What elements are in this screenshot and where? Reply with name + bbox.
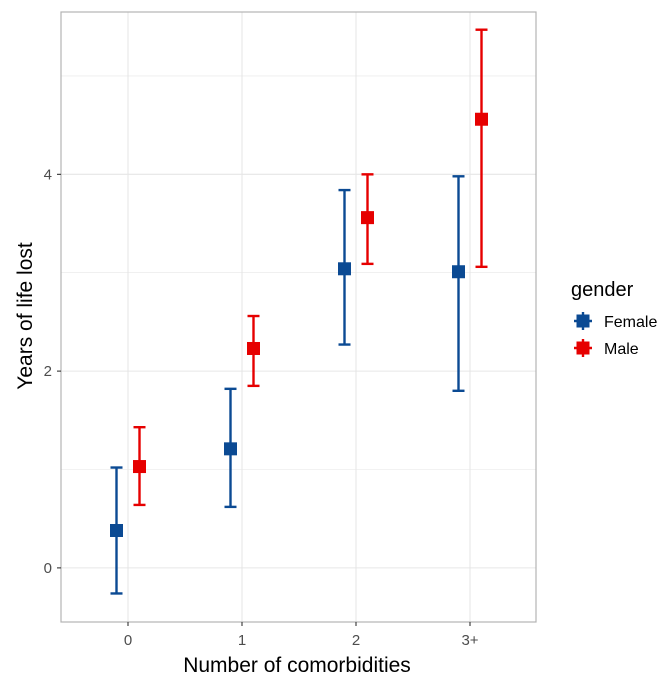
x-tick-label: 0 (124, 632, 132, 649)
x-tick-label: 1 (238, 632, 246, 649)
series-female (110, 175, 465, 595)
y-tick-label: 0 (44, 560, 52, 577)
grid-lines (61, 12, 536, 622)
data-point (475, 112, 488, 126)
data-point (110, 524, 123, 537)
data-marks (110, 28, 488, 595)
error-bar (475, 28, 488, 269)
error-bar (452, 175, 465, 392)
legend-key-square (576, 314, 590, 328)
data-point (452, 265, 465, 279)
data-point (338, 262, 351, 276)
y-axis-title: Years of life lost (14, 242, 37, 390)
data-point (361, 211, 374, 225)
plot-panel-border (60, 11, 537, 623)
legend-key-square (576, 341, 590, 355)
data-point (247, 341, 260, 355)
x-tick-label: 3+ (461, 632, 478, 649)
legend-label: Male (604, 341, 639, 358)
legend: gender Female Male (571, 279, 657, 358)
y-tick-label: 2 (44, 363, 52, 380)
data-point (224, 442, 237, 456)
legend-label: Female (604, 314, 657, 331)
series-male (133, 28, 488, 507)
x-axis-title: Number of comorbidities (183, 654, 411, 676)
axis-ticks: 0 2 4 0 1 2 3+ (44, 166, 479, 649)
legend-title: gender (571, 279, 634, 301)
x-tick-label: 2 (352, 632, 360, 649)
legend-item-female: Female (574, 312, 657, 331)
y-tick-label: 4 (44, 166, 52, 183)
data-point (133, 460, 146, 474)
legend-item-male: Male (574, 339, 639, 358)
